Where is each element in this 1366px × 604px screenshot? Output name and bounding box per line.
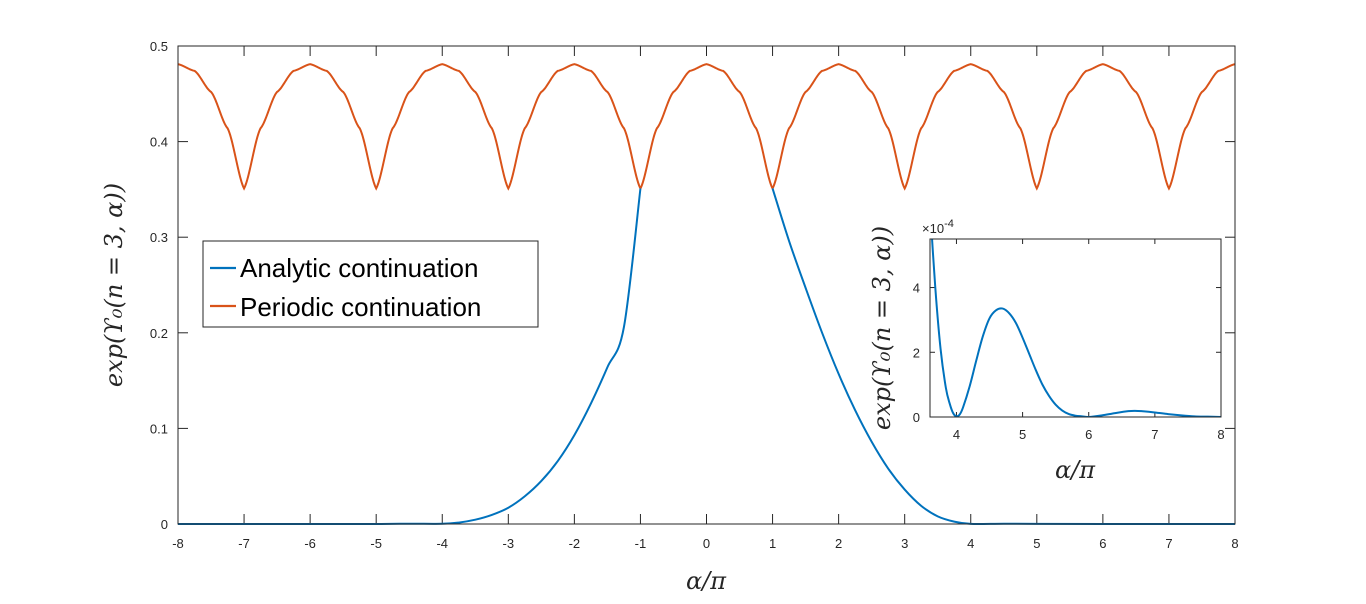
- main-x-tick-label: -4: [436, 536, 448, 551]
- legend-box: [202, 240, 539, 328]
- inset-series-lines: [931, 239, 1221, 417]
- main-x-tick-label: 1: [769, 536, 776, 551]
- inset-y-tick-label: 0: [913, 410, 920, 425]
- main-x-tick-label: 2: [835, 536, 842, 551]
- main-x-tick-label: 5: [1033, 536, 1040, 551]
- main-x-tick-label: -7: [238, 536, 250, 551]
- main-x-tick-label: 4: [967, 536, 974, 551]
- main-y-tick-label: 0.3: [150, 230, 168, 245]
- inset-exponent-label: ×10-4: [922, 218, 954, 236]
- main-x-ticks: -8 -7 -6 -5 -4 -3 -2 -1 0 1 2 3 4 5 6 7 8: [172, 46, 1239, 551]
- inset-chart: 0 2 4 4 5 6 7 8 ×10-4 α/π exp(ϒ₀(n = 3, α)): [868, 218, 1225, 484]
- main-y-axis-label: exp(ϒ₀(n = 3, α)): [100, 183, 128, 387]
- inset-x-tick-label: 6: [1085, 427, 1092, 442]
- main-x-tick-label: 7: [1165, 536, 1172, 551]
- inset-y-tick-label: 4: [913, 281, 920, 296]
- main-y-ticks: 0 0.1 0.2 0.3 0.4 0.5: [150, 39, 1235, 532]
- main-x-tick-label: -5: [370, 536, 382, 551]
- inset-y-axis-label: exp(ϒ₀(n = 3, α)): [868, 226, 896, 430]
- main-y-tick-label: 0.1: [150, 421, 168, 436]
- inset-x-tick-label: 5: [1019, 427, 1026, 442]
- main-x-tick-label: -6: [304, 536, 316, 551]
- inset-x-tick-label: 7: [1151, 427, 1158, 442]
- legend: Analytic continuation Periodic continuat…: [202, 240, 539, 328]
- main-x-tick-label: -8: [172, 536, 184, 551]
- legend-label-analytic: Analytic continuation: [240, 253, 478, 283]
- inset-series-line: [931, 239, 1221, 417]
- inset-y-tick-label: 2: [913, 345, 920, 360]
- main-x-tick-label: 3: [901, 536, 908, 551]
- inset-x-tick-label: 8: [1217, 427, 1224, 442]
- main-x-tick-label: -1: [635, 536, 647, 551]
- main-x-tick-label: 6: [1099, 536, 1106, 551]
- main-x-tick-label: 8: [1231, 536, 1238, 551]
- main-plot-frame: [177, 45, 1236, 525]
- main-y-tick-label: 0.2: [150, 326, 168, 341]
- main-x-tick-label: 0: [703, 536, 710, 551]
- main-y-tick-label: 0: [161, 517, 168, 532]
- main-x-tick-label: -3: [503, 536, 515, 551]
- series-line-periodic-continuation: [177, 63, 1236, 191]
- main-y-tick-label: 0.5: [150, 39, 168, 54]
- main-y-tick-label: 0.4: [150, 135, 168, 150]
- main-x-tick-label: -2: [569, 536, 581, 551]
- main-x-axis-label: α/π: [686, 567, 727, 595]
- inset-x-axis-label: α/π: [1055, 456, 1096, 484]
- inset-x-tick-label: 4: [953, 427, 960, 442]
- legend-label-periodic: Periodic continuation: [240, 292, 481, 322]
- inset-plot-frame: [929, 238, 1222, 418]
